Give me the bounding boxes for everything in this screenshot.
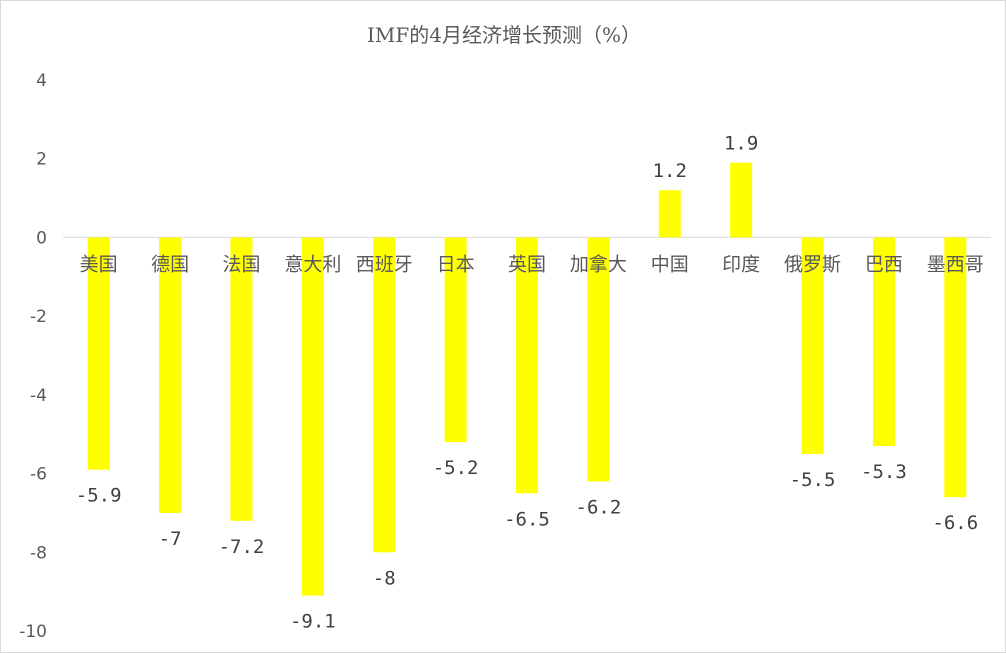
data-label: -5.5	[790, 469, 836, 491]
chart-title: IMF的4月经济增长预测（%）	[367, 23, 641, 47]
data-label: -6.2	[576, 496, 622, 518]
y-tick-label: -6	[30, 465, 47, 485]
data-label: -7.2	[219, 536, 265, 558]
data-label: -6.5	[504, 508, 550, 530]
data-label: 1.9	[724, 133, 758, 155]
y-tick-label: 4	[36, 71, 47, 91]
bar	[87, 237, 110, 470]
data-label: -7	[159, 528, 182, 550]
category-label: 俄罗斯	[784, 253, 841, 275]
category-label: 巴西	[865, 253, 903, 275]
category-label: 西班牙	[356, 253, 413, 275]
category-label: 法国	[222, 253, 260, 275]
bar	[444, 237, 467, 443]
bar	[301, 237, 324, 596]
y-tick-label: 2	[36, 150, 47, 170]
x-axis-categories: 美国 德国 法国 意大利 西班牙 日本 英国 加拿大 中国 印度 俄罗斯 巴西 墨西哥	[80, 252, 984, 275]
category-label: 中国	[651, 253, 689, 275]
data-label: -9.1	[290, 611, 336, 633]
category-label: 英国	[508, 253, 546, 275]
y-axis-ticks: 4 2 0 -2 -4 -6 -8 -10	[19, 71, 47, 642]
data-label: -6.6	[932, 512, 978, 534]
y-tick-label: -10	[19, 622, 47, 642]
category-label: 美国	[80, 253, 118, 275]
y-tick-label: -4	[30, 386, 47, 406]
data-label: 1.2	[653, 160, 687, 182]
bar	[587, 237, 610, 482]
data-label: -8	[373, 567, 396, 589]
bar	[373, 237, 396, 553]
y-tick-label: -8	[30, 543, 47, 563]
y-tick-label: 0	[36, 228, 47, 248]
bar	[159, 237, 182, 513]
category-label: 日本	[437, 253, 475, 275]
data-label: -5.9	[76, 485, 122, 507]
bar	[872, 237, 895, 447]
category-label: 德国	[151, 253, 189, 275]
bar	[516, 237, 538, 494]
category-label: 意大利	[284, 253, 341, 275]
bar	[801, 237, 824, 454]
bar-series	[87, 162, 967, 596]
bar	[658, 190, 681, 238]
category-label: 加拿大	[570, 252, 627, 275]
category-label: 印度	[722, 253, 760, 275]
bar	[230, 237, 253, 521]
data-label: -5.3	[861, 461, 907, 483]
data-labels: -5.9 -7 -7.2 -9.1 -8 -5.2 -6.5 -6.2 1.2 1.9 -5.5 -5…	[76, 133, 978, 633]
category-label: 墨西哥	[927, 253, 984, 275]
bar	[944, 237, 967, 498]
data-label: -5.2	[433, 457, 479, 479]
y-tick-label: -2	[30, 307, 47, 327]
bar	[730, 162, 753, 238]
